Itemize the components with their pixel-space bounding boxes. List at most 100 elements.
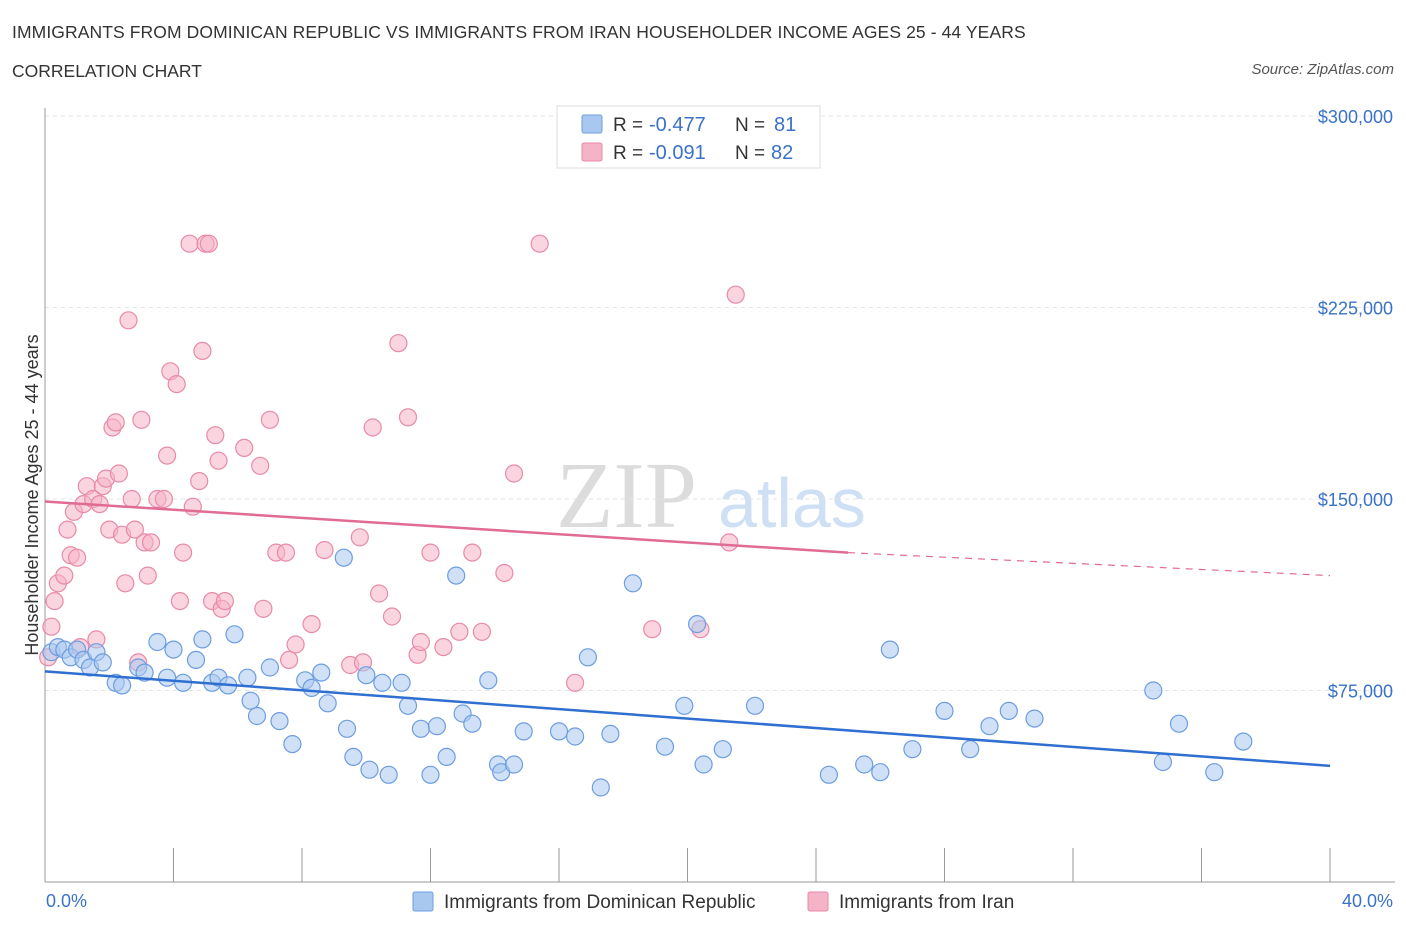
iran-point bbox=[726, 285, 745, 304]
dominican-point bbox=[373, 673, 392, 692]
watermark: ZIP atlas bbox=[556, 444, 866, 548]
dominican-point bbox=[961, 740, 980, 759]
trendline-dominican bbox=[44, 670, 1331, 768]
dominican-point bbox=[601, 724, 620, 744]
dominican-point bbox=[247, 706, 267, 726]
dominican-point bbox=[421, 765, 440, 784]
iran-point bbox=[158, 446, 177, 465]
iran-point bbox=[167, 375, 186, 394]
dominican-point bbox=[1153, 752, 1173, 772]
chart-subtitle: CORRELATION CHART bbox=[12, 61, 202, 81]
iran-point bbox=[251, 456, 270, 475]
iran-point bbox=[643, 620, 662, 639]
dominican-point bbox=[344, 747, 363, 767]
iran-point bbox=[276, 543, 295, 562]
x-tick-labels: 0.0% 40.0% bbox=[46, 891, 1393, 911]
iran-point bbox=[495, 563, 514, 583]
iran-point bbox=[132, 410, 151, 429]
dominican-point bbox=[398, 696, 418, 715]
dominican-point bbox=[379, 765, 398, 784]
dominican-point bbox=[871, 763, 890, 782]
dominican-point bbox=[260, 658, 279, 677]
dominican-point bbox=[186, 650, 206, 670]
iran-point bbox=[206, 426, 225, 445]
legend-r-label-2: R = bbox=[613, 143, 643, 164]
dominican-point bbox=[1025, 709, 1044, 728]
iran-point bbox=[45, 591, 64, 611]
iran-point bbox=[215, 591, 234, 611]
legend-bottom: Immigrants from Dominican Republic Immig… bbox=[412, 891, 1014, 913]
dominican-point bbox=[903, 740, 922, 759]
y-tick-label: $225,000 bbox=[1318, 299, 1393, 319]
dominican-point bbox=[880, 640, 900, 659]
iran-point bbox=[141, 533, 161, 552]
dominican-point bbox=[623, 574, 643, 593]
iran-point bbox=[55, 566, 74, 585]
dominican-point bbox=[713, 740, 732, 759]
dominican-point bbox=[694, 755, 713, 774]
dominican-point bbox=[447, 566, 466, 585]
iran-point bbox=[421, 543, 440, 562]
dominican-point bbox=[1234, 732, 1253, 751]
trendline-iran-dashed bbox=[848, 552, 1331, 577]
iran-point bbox=[363, 418, 382, 437]
iran-point bbox=[565, 673, 585, 692]
iran-point bbox=[209, 451, 228, 470]
dominican-point bbox=[980, 717, 999, 736]
iran-point bbox=[119, 311, 138, 330]
dominican-point bbox=[504, 755, 524, 774]
dominican-point bbox=[238, 668, 257, 687]
iran-point bbox=[154, 489, 173, 509]
legend-swatch-pink bbox=[581, 142, 603, 162]
dominican-point bbox=[411, 719, 430, 738]
iran-point bbox=[193, 341, 212, 360]
chart-title: IMMIGRANTS FROM DOMINICAN REPUBLIC VS IM… bbox=[12, 22, 1026, 42]
iran-point bbox=[174, 543, 193, 562]
iran-point bbox=[190, 472, 209, 491]
legend-n-label-1: N = bbox=[735, 115, 765, 136]
iran-point bbox=[411, 632, 430, 652]
legend-bottom-label-pink: Immigrants from Iran bbox=[839, 892, 1014, 913]
dominican-point bbox=[514, 722, 533, 741]
dominican-point bbox=[549, 722, 569, 741]
legend-swatch-blue bbox=[581, 114, 603, 134]
legend-n-label-2: N = bbox=[735, 143, 765, 164]
dominican-point bbox=[93, 653, 112, 672]
series-iran bbox=[39, 234, 745, 692]
iran-point bbox=[125, 520, 144, 539]
iran-point bbox=[302, 614, 321, 634]
dominican-point bbox=[999, 701, 1018, 721]
iran-point bbox=[382, 607, 402, 626]
dominican-point bbox=[578, 648, 598, 667]
iran-point bbox=[450, 622, 469, 641]
dominican-point bbox=[158, 668, 177, 687]
dominican-point bbox=[270, 711, 289, 731]
iran-point bbox=[370, 584, 389, 603]
dominican-point bbox=[1144, 681, 1163, 700]
iran-point bbox=[398, 408, 418, 427]
dominican-point bbox=[337, 719, 357, 738]
y-tick-label: $75,000 bbox=[1328, 682, 1393, 702]
y-tick-label: $150,000 bbox=[1318, 490, 1393, 510]
x-tick-label: 40.0% bbox=[1342, 891, 1393, 911]
iran-point bbox=[67, 548, 87, 567]
dominican-point bbox=[1205, 763, 1224, 782]
iran-point bbox=[504, 464, 524, 483]
iran-point bbox=[170, 591, 189, 611]
y-axis-label: Householder Income Ages 25 - 44 years bbox=[22, 334, 42, 655]
trendlines bbox=[44, 500, 1331, 768]
dominican-point bbox=[655, 737, 675, 756]
dominican-point bbox=[675, 696, 694, 715]
series-dominican-republic bbox=[42, 548, 1253, 797]
dominican-point bbox=[112, 676, 132, 695]
legend-bottom-swatch-pink bbox=[807, 891, 829, 912]
iran-point bbox=[350, 528, 369, 547]
legend-bottom-swatch-blue bbox=[412, 891, 434, 912]
dominican-point bbox=[312, 663, 331, 682]
legend-r-value-1: -0.477 bbox=[649, 114, 706, 136]
x-tick-label: 0.0% bbox=[46, 891, 87, 911]
dominican-point bbox=[392, 673, 411, 692]
watermark-atlas: atlas bbox=[718, 464, 866, 542]
dominican-point bbox=[225, 625, 244, 644]
